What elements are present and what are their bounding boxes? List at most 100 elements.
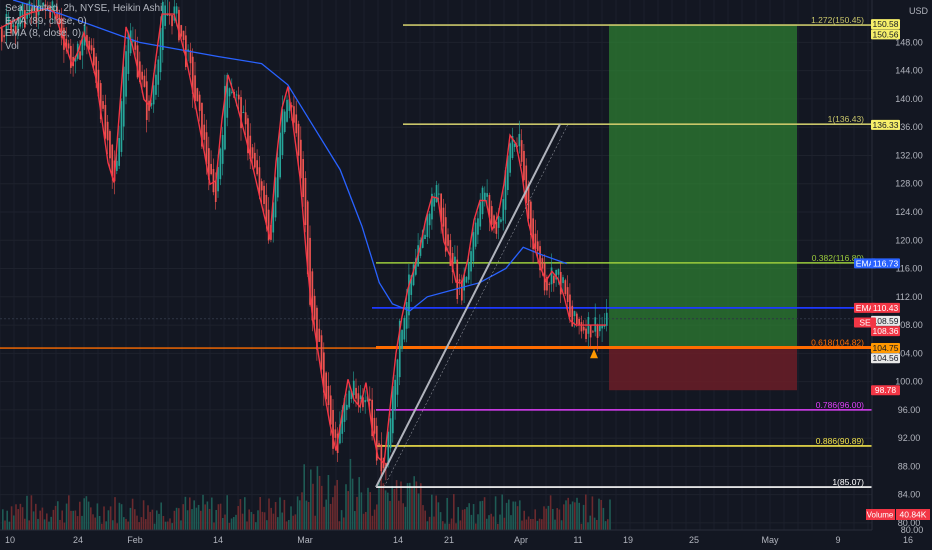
candle — [403, 317, 406, 340]
volume-bar — [580, 523, 583, 530]
volume-bar — [13, 515, 15, 530]
volume-bar — [455, 523, 457, 530]
price-label-bg — [871, 326, 900, 337]
candle — [93, 47, 95, 66]
volume-bar — [448, 523, 451, 530]
candle — [477, 218, 479, 235]
volume-tag-bg — [866, 509, 895, 520]
price-label: 116.73 — [873, 258, 899, 268]
legend-ema89[interactable]: EMA (89, close, 0) — [5, 15, 87, 27]
price-tick-label: 112.00 — [896, 292, 923, 302]
candle — [118, 138, 120, 166]
volume-bar — [6, 510, 8, 530]
candle — [240, 97, 242, 129]
candle — [502, 199, 505, 221]
candle — [226, 74, 229, 118]
volume-bar — [43, 519, 46, 530]
candle — [518, 133, 521, 147]
candle — [14, 25, 17, 35]
candle — [520, 140, 523, 162]
candle — [224, 86, 226, 150]
volume-bar — [312, 483, 314, 530]
price-label: 104.75 — [873, 343, 899, 353]
candle — [106, 121, 109, 141]
volume-bar — [263, 512, 266, 530]
candle — [249, 135, 252, 159]
volume-value: 40.84K — [900, 510, 927, 520]
volume-bar — [35, 503, 37, 530]
candle — [65, 38, 68, 48]
volume-bar — [536, 520, 539, 530]
candle — [24, 10, 26, 28]
fib-trendline — [375, 123, 569, 488]
candle — [279, 132, 281, 178]
volume-bar — [19, 503, 22, 530]
volume-bar — [508, 499, 510, 530]
candle — [426, 213, 429, 237]
volume-bar — [156, 510, 158, 530]
fib-trendline-main — [375, 123, 561, 488]
volume-bar — [129, 507, 132, 530]
volume-bar — [479, 501, 481, 530]
legend-title[interactable]: Sea Limited, 2h, NYSE, Heikin Ashi — [5, 3, 163, 14]
volume-bar — [413, 476, 415, 530]
volume-bar — [338, 521, 341, 530]
candle — [442, 207, 445, 227]
legend-ema8[interactable]: EMA (8, close, 0) — [5, 28, 82, 39]
candle — [313, 295, 316, 320]
volume-bar — [382, 483, 385, 530]
volume-bar — [65, 503, 68, 530]
volume-bar — [318, 475, 321, 530]
volume-bar — [477, 514, 479, 530]
volume-bar — [365, 511, 367, 530]
fib-label: 1(85.07) — [832, 477, 864, 487]
volume-bar — [327, 474, 330, 530]
candle — [58, 12, 61, 24]
volume-bar — [420, 483, 422, 530]
currency-label: USD — [908, 6, 928, 16]
volume-bar — [123, 517, 125, 530]
price-label-bg — [871, 19, 900, 30]
candle — [1, 28, 3, 42]
volume-bar — [457, 507, 459, 530]
time-tick-label: 24 — [73, 535, 83, 545]
candle — [424, 234, 426, 240]
volume-bar — [92, 514, 94, 530]
volume-bar — [428, 516, 431, 530]
volume-bar — [589, 515, 591, 530]
price-label: SE — [859, 318, 871, 328]
volume-bar — [389, 500, 391, 530]
candle — [35, 7, 38, 23]
volume-bar — [116, 523, 118, 530]
price-tick-label: 84.00 — [898, 490, 921, 500]
volume-bar — [530, 519, 532, 530]
volume-bar — [565, 500, 567, 530]
volume-bar — [37, 518, 39, 530]
candle — [438, 193, 440, 195]
volume-bar — [343, 517, 345, 530]
candle — [325, 372, 327, 400]
time-tick-label: May — [761, 535, 779, 545]
candle — [472, 232, 475, 262]
volume-bar — [63, 522, 66, 530]
candle — [67, 43, 70, 49]
candle — [513, 143, 516, 148]
candle — [150, 102, 153, 106]
volume-bar — [79, 501, 81, 530]
volume-bar — [103, 506, 105, 530]
volume-bar — [490, 513, 492, 530]
volume-bar — [437, 502, 440, 530]
volume-bar — [222, 517, 224, 530]
candle — [210, 163, 212, 175]
candle — [553, 275, 555, 284]
volume-bar — [406, 483, 409, 530]
candle — [507, 155, 509, 191]
candle — [369, 398, 371, 401]
volume-value-bg — [896, 509, 930, 520]
legend-vol[interactable]: Vol — [5, 40, 19, 52]
volume-bar — [186, 510, 189, 530]
volume-bar — [433, 516, 435, 530]
candle — [355, 387, 357, 399]
candle — [557, 269, 560, 275]
